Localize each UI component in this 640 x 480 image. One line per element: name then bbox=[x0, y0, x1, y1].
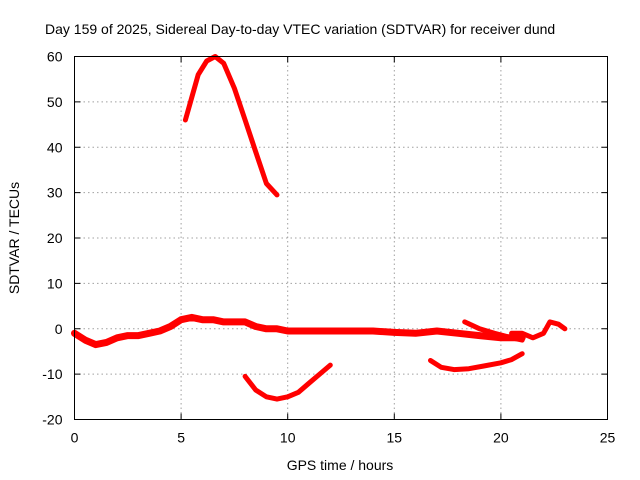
y-tick-label: 0 bbox=[55, 321, 63, 337]
y-tick-label: 60 bbox=[47, 49, 63, 65]
series-line-arc-main bbox=[71, 313, 526, 349]
y-tick-label: -20 bbox=[42, 412, 62, 428]
x-axis-label: GPS time / hours bbox=[287, 457, 394, 473]
series-line-arc-late-2 bbox=[509, 319, 568, 341]
x-tick-label: 15 bbox=[387, 430, 403, 446]
series-line-arc-late-1 bbox=[462, 319, 525, 343]
x-tick-label: 25 bbox=[600, 430, 616, 446]
grid-lines bbox=[74, 56, 608, 420]
series-line-arc-high bbox=[182, 54, 280, 198]
series-line-arc-low-2 bbox=[428, 351, 525, 373]
y-axis-label: SDTVAR / TECUs bbox=[6, 182, 22, 294]
x-tick-label: 10 bbox=[280, 430, 296, 446]
y-tick-label: 30 bbox=[47, 185, 63, 201]
x-tick-label: 5 bbox=[177, 430, 185, 446]
axis-ticks: 0 5 10 15 20 25 -20 -10 0 10 20 30 40 50 60 bbox=[42, 49, 615, 446]
data-series bbox=[71, 54, 568, 402]
series-line-arc-low-1 bbox=[242, 362, 333, 402]
y-tick-label: 50 bbox=[47, 94, 63, 110]
y-tick-label: 40 bbox=[47, 139, 63, 155]
x-tick-label: 20 bbox=[493, 430, 509, 446]
y-tick-label: 10 bbox=[47, 275, 63, 291]
x-tick-label: 0 bbox=[71, 430, 79, 446]
chart-title: Day 159 of 2025, Sidereal Day-to-day VTE… bbox=[45, 21, 555, 37]
y-tick-label: -10 bbox=[42, 366, 62, 382]
y-tick-label: 20 bbox=[47, 230, 63, 246]
